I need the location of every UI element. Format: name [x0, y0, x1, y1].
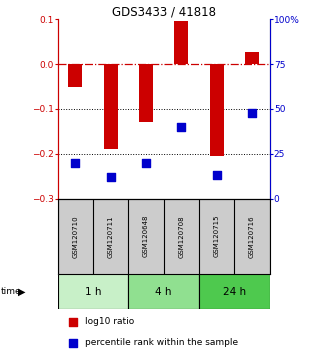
Point — [214, 172, 219, 178]
Point — [70, 340, 75, 346]
Bar — [199, 274, 270, 309]
Text: time: time — [0, 287, 21, 296]
Text: GSM120710: GSM120710 — [73, 215, 78, 257]
Bar — [104, 64, 118, 149]
Title: GDS3433 / 41818: GDS3433 / 41818 — [112, 5, 216, 18]
Bar — [245, 52, 259, 64]
Point — [70, 319, 75, 325]
Bar — [174, 21, 188, 64]
Text: log10 ratio: log10 ratio — [85, 317, 134, 326]
Text: 1 h: 1 h — [85, 287, 101, 297]
Text: ▶: ▶ — [18, 287, 25, 297]
Bar — [128, 274, 199, 309]
Text: GSM120648: GSM120648 — [143, 215, 149, 257]
Point — [249, 110, 255, 115]
Text: 4 h: 4 h — [155, 287, 172, 297]
Point — [73, 160, 78, 166]
Point — [143, 160, 149, 166]
Bar — [68, 64, 82, 87]
Point — [108, 174, 113, 180]
Text: GSM120708: GSM120708 — [178, 215, 184, 257]
Bar — [58, 274, 128, 309]
Bar — [139, 64, 153, 122]
Text: GSM120715: GSM120715 — [214, 215, 220, 257]
Text: GSM120716: GSM120716 — [249, 215, 255, 257]
Text: 24 h: 24 h — [223, 287, 246, 297]
Text: percentile rank within the sample: percentile rank within the sample — [85, 338, 239, 347]
Bar — [210, 64, 224, 156]
Text: GSM120711: GSM120711 — [108, 215, 114, 257]
Point — [179, 124, 184, 130]
